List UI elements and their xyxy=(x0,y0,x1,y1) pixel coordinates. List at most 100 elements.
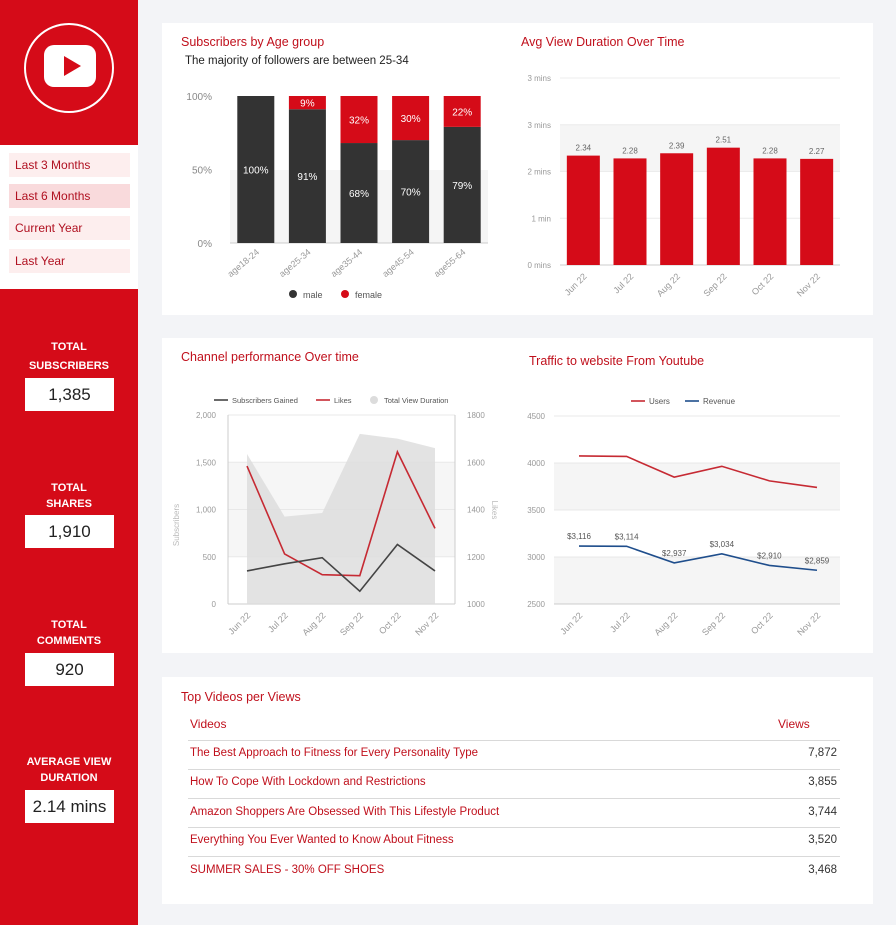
table-divider xyxy=(188,769,840,770)
y-tick-label: 0 mins xyxy=(527,261,551,270)
avg-duration-chart: 0 mins 1 min 2 mins 3 mins 3 mins 2.34 Jun 22 2… xyxy=(527,74,840,299)
bar-female xyxy=(288,96,326,110)
legend-label: Users xyxy=(649,397,670,406)
x-tick-label: Oct 22 xyxy=(749,610,775,636)
legend-marker xyxy=(289,290,297,298)
kpi-subscribers-label: TOTAL SUBSCRIBERS xyxy=(28,341,110,372)
plot-band xyxy=(554,463,840,510)
x-tick-label: Nov 22 xyxy=(795,271,822,298)
video-title[interactable]: The Best Approach to Fitness for Every P… xyxy=(190,747,479,759)
age-group-chart: 100% 50% 0% 100% age18-24 91% 9% age25-34 68% 32%… xyxy=(186,92,488,300)
data-label: 32% xyxy=(349,116,369,127)
filter-last-3-months[interactable]: Last 3 Months xyxy=(9,153,130,177)
y2-axis-label: Likes xyxy=(490,501,499,520)
legend-label: Likes xyxy=(334,396,352,405)
video-title[interactable]: How To Cope With Lockdown and Restrictio… xyxy=(190,776,426,788)
legend-label: male xyxy=(303,290,323,300)
y-tick-label: 0% xyxy=(198,239,213,250)
y-tick-label: 3500 xyxy=(527,506,545,515)
data-label: 2.39 xyxy=(669,141,685,150)
bar xyxy=(706,147,740,265)
y-tick-label: 1 min xyxy=(531,214,551,223)
plot-band xyxy=(554,557,840,604)
kpi-comments-value: 920 xyxy=(25,653,114,686)
date-filter-panel: Last 3 Months Last 6 Months Current Year… xyxy=(0,145,138,289)
x-tick-label: Jul 22 xyxy=(266,610,290,634)
data-label: 2.28 xyxy=(622,146,638,155)
video-title[interactable]: Amazon Shoppers Are Obsessed With This L… xyxy=(190,806,500,818)
kpi-comments-label: TOTAL COMMENTS xyxy=(36,619,102,647)
y-tick-label: 0 xyxy=(212,600,217,609)
data-label: 2.51 xyxy=(716,136,732,145)
y-axis-label: Subscribers xyxy=(172,504,181,546)
x-tick-label: Nov 22 xyxy=(795,610,822,637)
x-tick-label: age45-54 xyxy=(380,247,416,279)
video-views: 3,468 xyxy=(808,864,837,876)
logo-area xyxy=(0,0,138,145)
bar-male xyxy=(443,126,481,243)
y2-tick-label: 1800 xyxy=(467,411,485,420)
data-label: 100% xyxy=(243,166,269,177)
x-tick-label: Aug 22 xyxy=(652,610,679,637)
traffic-chart: 4500 4000 3500 3000 2500 $3,116 $3,114 $2,937 $3… xyxy=(527,397,840,638)
card-videos xyxy=(162,677,873,904)
age-chart-title: Subscribers by Age group xyxy=(181,35,325,49)
bar-female xyxy=(392,96,430,141)
data-label: 2.34 xyxy=(576,144,592,153)
y2-tick-label: 1600 xyxy=(467,458,485,467)
x-tick-label: Jun 22 xyxy=(563,271,589,297)
x-tick-label: Nov 22 xyxy=(413,610,440,637)
y-tick-label: 4000 xyxy=(527,459,545,468)
data-label: 22% xyxy=(452,107,472,118)
filter-current-year[interactable]: Current Year xyxy=(9,216,130,240)
video-title[interactable]: SUMMER SALES - 30% OFF SHOES xyxy=(190,864,385,876)
y-tick-label: 100% xyxy=(186,92,212,103)
traffic-chart-title: Traffic to website From Youtube xyxy=(529,354,705,368)
channel-performance-chart: 2,000 1,500 1,000 500 0 1800 1600 1400 1200 1000 J… xyxy=(172,396,499,638)
kpi-shares-value: 1,910 xyxy=(25,515,114,548)
video-views: 7,872 xyxy=(808,747,837,759)
x-tick-label: Sep 22 xyxy=(338,610,365,637)
table-divider xyxy=(188,856,840,857)
y-tick-label: 2500 xyxy=(527,600,545,609)
y2-tick-label: 1000 xyxy=(467,600,485,609)
legend-label: Revenue xyxy=(703,397,736,406)
bar-female xyxy=(443,96,481,127)
bar xyxy=(613,158,647,265)
bar xyxy=(753,158,787,265)
plot-band xyxy=(560,124,840,172)
data-label: 30% xyxy=(401,114,421,125)
x-tick-label: age55-64 xyxy=(432,247,468,279)
data-label: 70% xyxy=(401,188,421,199)
bar-female xyxy=(340,96,378,144)
data-label: 2.27 xyxy=(809,147,825,156)
line-users xyxy=(578,455,818,489)
x-tick-label: Jul 22 xyxy=(611,271,635,295)
y2-tick-label: 1400 xyxy=(467,506,485,515)
kpi-subscribers-value: 1,385 xyxy=(25,378,114,411)
data-label: $2,910 xyxy=(757,551,782,560)
data-label: $3,114 xyxy=(615,532,639,541)
videos-col-title-header[interactable]: Videos xyxy=(190,717,227,731)
filter-last-6-months[interactable]: Last 6 Months xyxy=(9,184,130,208)
video-title[interactable]: Everything You Ever Wanted to Know About… xyxy=(190,834,454,846)
bar-male xyxy=(288,109,326,243)
y-tick-label: 1,000 xyxy=(196,506,217,515)
video-views: 3,855 xyxy=(808,776,837,788)
y-tick-label: 3000 xyxy=(527,553,545,562)
perf-chart-title: Channel performance Over time xyxy=(181,350,359,364)
video-views: 3,520 xyxy=(808,834,837,846)
data-label: 9% xyxy=(300,99,315,110)
data-label: 68% xyxy=(349,189,369,200)
x-tick-label: Aug 22 xyxy=(300,610,327,637)
bar-male xyxy=(340,143,378,243)
y-tick-label: 3 mins xyxy=(527,121,551,130)
bar xyxy=(800,158,834,265)
legend-label: Subscribers Gained xyxy=(232,396,298,405)
table-divider xyxy=(188,740,840,741)
videos-col-views-header[interactable]: Views xyxy=(778,717,810,731)
y-tick-label: 4500 xyxy=(527,412,545,421)
filter-last-year[interactable]: Last Year xyxy=(9,249,130,273)
y-tick-label: 3 mins xyxy=(527,74,551,83)
y-tick-label: 50% xyxy=(192,166,212,177)
